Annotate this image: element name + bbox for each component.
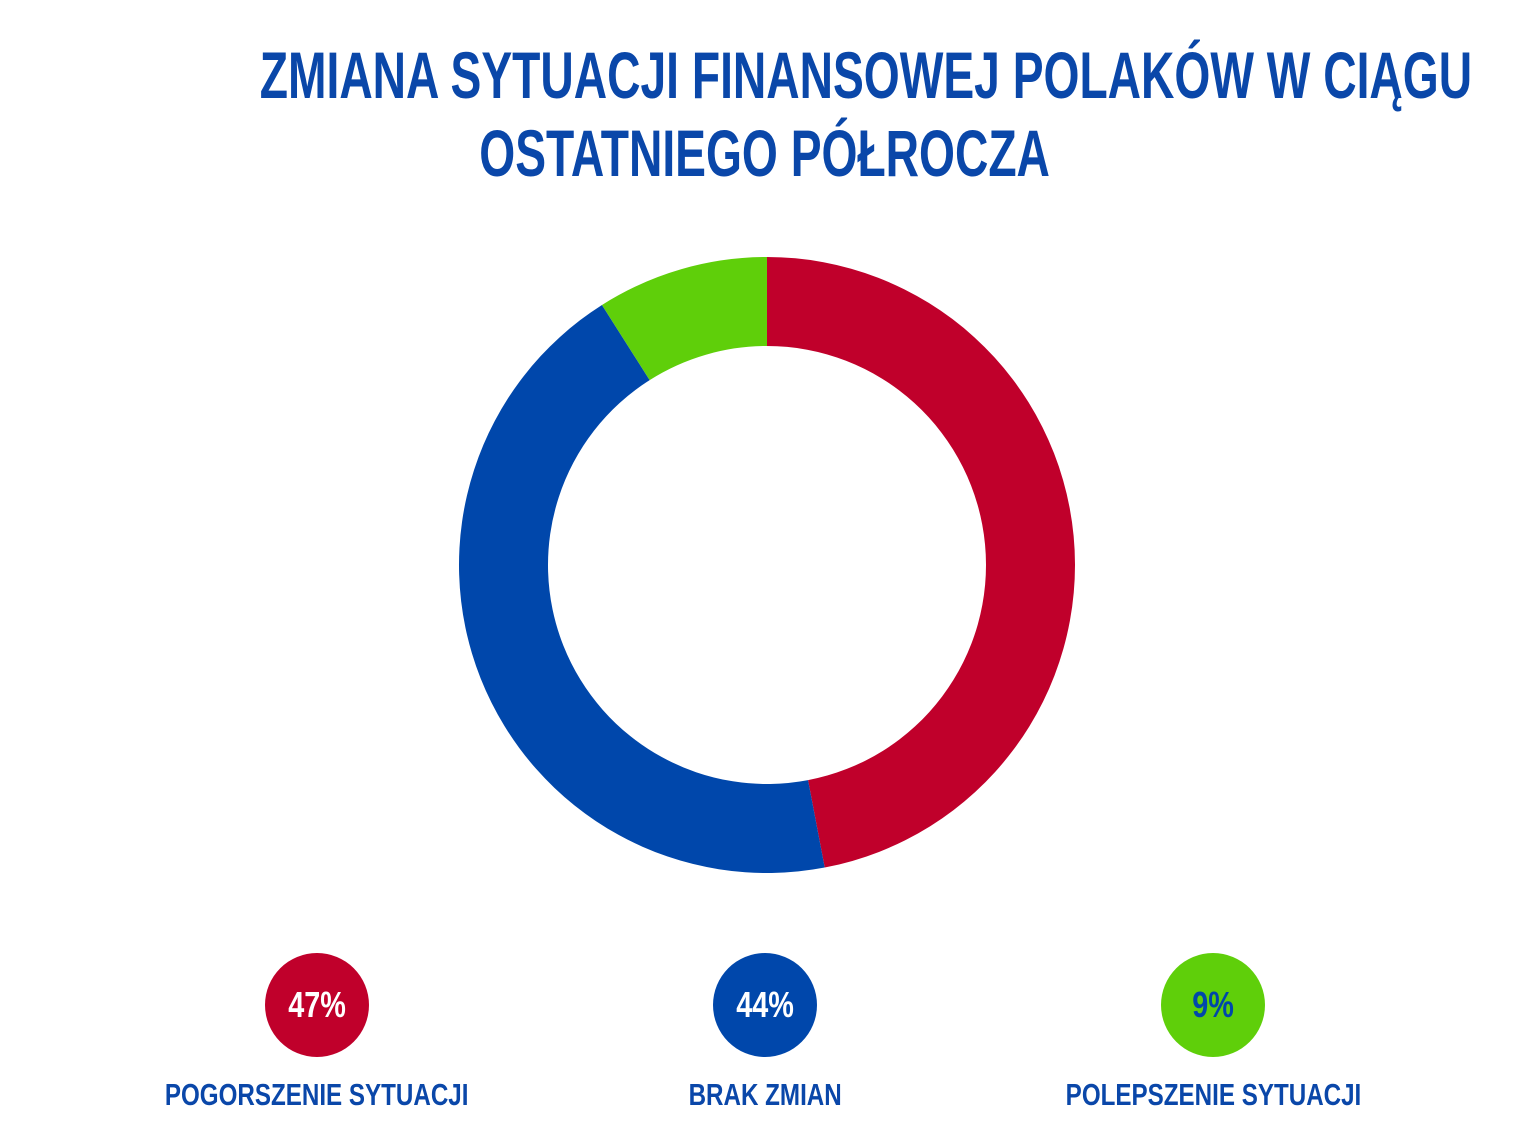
legend-label: BRAK ZMIAN — [688, 1077, 842, 1112]
data-label: 47% — [288, 984, 346, 1025]
donut-slice-0 — [767, 257, 1076, 868]
donut-slice-1 — [458, 304, 825, 873]
chart-title-line-1: ZMIANA SYTUACJI FINANSOWEJ POLAKÓW W CIĄ… — [0, 42, 1530, 108]
legend-dot: 47% — [265, 953, 369, 1057]
chart-title-text: OSTATNIEGO PÓŁROCZA — [479, 116, 1051, 190]
chart-title-line-2: OSTATNIEGO PÓŁROCZA — [0, 120, 1530, 186]
legend-label: POGORSZENIE SYTUACJI — [165, 1077, 469, 1112]
legend-item-pogorszenie: 47% POGORSZENIE SYTUACJI — [117, 953, 517, 1113]
chart-title-text: ZMIANA SYTUACJI FINANSOWEJ POLAKÓW W CIĄ… — [259, 38, 1473, 112]
legend-dot: 44% — [713, 953, 817, 1057]
legend-item-brak-zmian: 44% BRAK ZMIAN — [565, 953, 965, 1113]
legend-item-polepszenie: 9% POLEPSZENIE SYTUACJI — [1013, 953, 1413, 1113]
legend-label: POLEPSZENIE SYTUACJI — [1065, 1077, 1361, 1112]
donut-slice-2 — [601, 257, 767, 381]
data-label: 9% — [1192, 984, 1234, 1025]
legend-dot: 9% — [1161, 953, 1265, 1057]
data-label: 44% — [736, 984, 794, 1025]
